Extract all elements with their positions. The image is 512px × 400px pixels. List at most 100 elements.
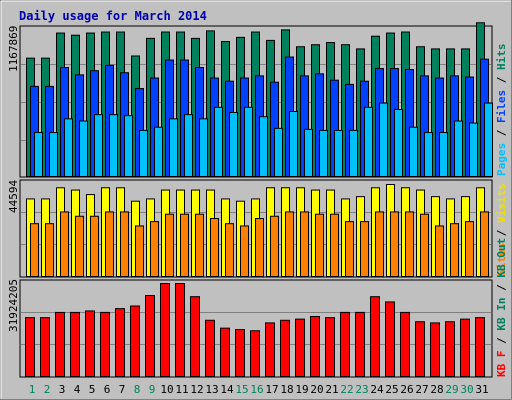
- legend-visits: Visits: [495, 183, 508, 223]
- day-label-2: 2: [44, 383, 51, 396]
- bar-sites-day-8: [135, 225, 144, 277]
- bar-kb-f-day-1: [25, 317, 35, 377]
- day-label-9: 9: [149, 383, 156, 396]
- bar-kb-f-day-20: [310, 315, 320, 377]
- bar-sites-day-11: [180, 213, 189, 277]
- day-label-31: 31: [475, 383, 488, 396]
- day-label-14: 14: [220, 383, 234, 396]
- bar-sites-day-15: [240, 225, 249, 277]
- bar-pages-day-10: [169, 118, 178, 177]
- legend-separator: /: [495, 70, 508, 90]
- day-label-22: 22: [340, 383, 353, 396]
- bar-sites-day-13: [210, 218, 219, 277]
- bar-kb-f-day-13: [205, 319, 215, 378]
- bar-pages-day-19: [304, 128, 313, 177]
- bar-kb-f-day-16: [250, 330, 260, 378]
- bar-kb-f-day-25: [385, 301, 395, 378]
- day-label-10: 10: [160, 383, 173, 396]
- bar-kb-f-day-5: [85, 310, 95, 378]
- bar-kb-f-day-21: [325, 317, 335, 377]
- bar-kb-f-day-15: [235, 329, 245, 378]
- bar-sites-day-18: [285, 211, 294, 277]
- bar-sites-day-14: [225, 223, 234, 277]
- day-label-8: 8: [134, 383, 141, 396]
- bar-kb-f-day-31: [475, 317, 485, 377]
- y-max-label-visits: 44594: [7, 180, 20, 213]
- bar-sites-day-26: [405, 211, 414, 277]
- day-label-17: 17: [265, 383, 278, 396]
- bar-sites-day-29: [450, 223, 459, 277]
- bar-sites-day-19: [300, 211, 309, 277]
- bar-pages-day-15: [244, 106, 253, 177]
- bar-kb-f-day-7: [115, 308, 125, 377]
- bar-pages-day-31: [484, 102, 493, 177]
- legend-visits-panel: Sites / Visits: [495, 183, 508, 276]
- bar-pages-day-7: [124, 115, 133, 177]
- bar-sites-day-3: [60, 211, 69, 277]
- bar-pages-day-11: [184, 114, 193, 177]
- day-label-18: 18: [280, 383, 293, 396]
- day-label-21: 21: [325, 383, 338, 396]
- bar-sites-day-28: [435, 225, 444, 277]
- bar-pages-day-25: [394, 108, 403, 177]
- bar-kb-f-day-24: [370, 296, 380, 377]
- bar-sites-day-21: [330, 213, 339, 277]
- bar-pages-day-29: [454, 120, 463, 177]
- bar-pages-day-23: [364, 106, 373, 177]
- bar-pages-day-4: [79, 120, 88, 177]
- bar-sites-day-30: [465, 221, 474, 278]
- bar-kb-f-day-4: [70, 311, 80, 378]
- bar-kb-f-day-12: [190, 296, 200, 377]
- bar-kb-f-day-9: [145, 295, 155, 378]
- day-label-19: 19: [295, 383, 308, 396]
- bar-pages-day-13: [214, 106, 223, 177]
- legend-pages: Pages: [495, 143, 508, 176]
- bar-kb-f-day-2: [40, 317, 50, 377]
- legend-kbytes-panel: KB F / KB In / KB Out: [495, 238, 508, 377]
- day-label-16: 16: [250, 383, 263, 396]
- day-label-30: 30: [460, 383, 473, 396]
- bar-sites-day-24: [375, 211, 384, 277]
- bar-sites-day-31: [480, 211, 489, 277]
- bar-pages-day-16: [259, 116, 268, 177]
- bar-pages-day-5: [94, 114, 103, 177]
- legend-kb-f: KB F: [495, 351, 508, 378]
- bar-sites-day-4: [75, 215, 84, 277]
- y-max-label-hits: 1167869: [7, 26, 20, 72]
- bars-kbytes-panel: [25, 283, 485, 378]
- bar-sites-day-2: [45, 223, 54, 277]
- bar-kb-f-day-23: [355, 311, 365, 378]
- bar-kb-f-day-22: [340, 311, 350, 378]
- bar-sites-day-25: [390, 211, 399, 277]
- legend-separator: /: [495, 278, 508, 298]
- legend-kb-out: KB Out: [495, 238, 508, 278]
- bar-pages-day-26: [409, 126, 418, 177]
- legend-hits: Hits: [495, 44, 508, 71]
- day-label-6: 6: [104, 383, 111, 396]
- day-label-5: 5: [89, 383, 96, 396]
- day-label-4: 4: [74, 383, 81, 396]
- day-label-24: 24: [370, 383, 384, 396]
- day-label-26: 26: [400, 383, 413, 396]
- bar-pages-day-12: [199, 118, 208, 177]
- bar-sites-day-22: [345, 221, 354, 278]
- bar-pages-day-28: [439, 132, 448, 178]
- bar-kb-f-day-19: [295, 318, 305, 377]
- bar-pages-day-27: [424, 132, 433, 178]
- day-label-12: 12: [190, 383, 203, 396]
- legend-sites: Sites: [495, 243, 508, 276]
- bar-sites-day-27: [420, 213, 429, 277]
- bar-sites-day-10: [165, 213, 174, 277]
- bar-kb-f-day-6: [100, 311, 110, 378]
- bar-sites-day-12: [195, 213, 204, 277]
- bar-kb-f-day-3: [55, 311, 65, 378]
- bar-kb-f-day-29: [445, 321, 455, 378]
- y-max-label-kbytes: 31924205: [7, 279, 20, 332]
- bar-pages-day-1: [34, 132, 43, 178]
- legend-separator: /: [495, 331, 508, 351]
- bar-pages-day-20: [319, 129, 328, 177]
- bar-kb-f-day-26: [400, 311, 410, 378]
- bar-sites-day-20: [315, 213, 324, 277]
- legend-files: Files: [495, 90, 508, 123]
